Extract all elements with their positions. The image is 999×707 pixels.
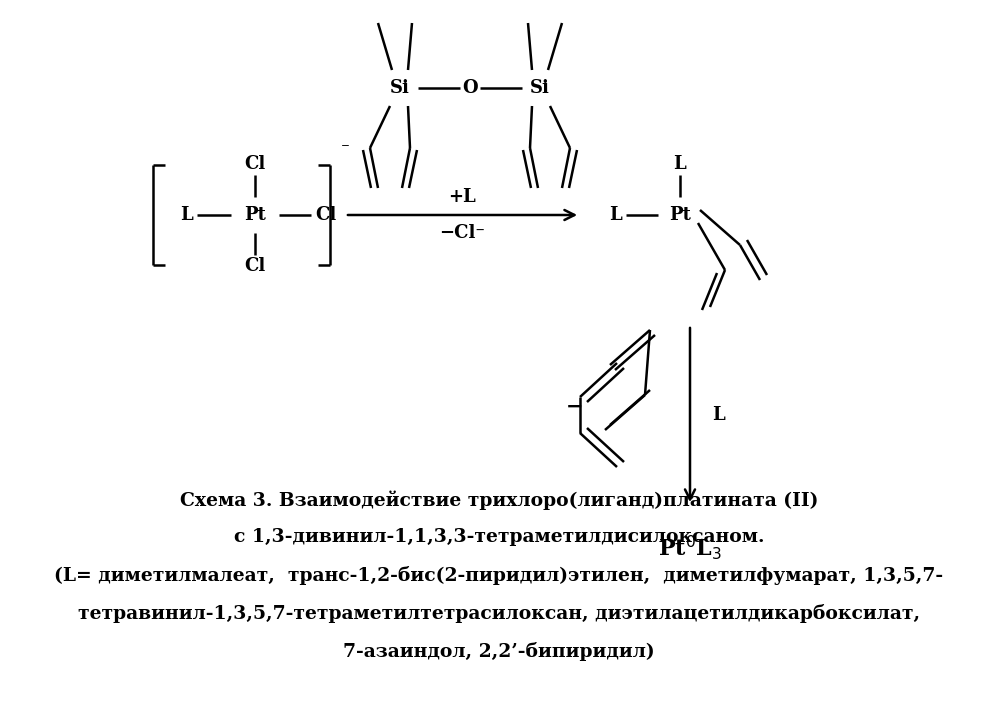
Text: L: L xyxy=(712,406,724,424)
Text: 7-азаиндол, 2,2’-бипиридил): 7-азаиндол, 2,2’-бипиридил) xyxy=(344,642,654,661)
Text: Pt: Pt xyxy=(244,206,266,224)
Text: Pt$^0$L$_3$: Pt$^0$L$_3$ xyxy=(658,533,722,562)
Text: Cl: Cl xyxy=(245,257,266,275)
Text: (L= диметилмалеат,  транс-1,2-бис(2-пиридил)этилен,  диметилфумарат, 1,3,5,7-: (L= диметилмалеат, транс-1,2-бис(2-пирид… xyxy=(54,566,944,585)
Text: Pt: Pt xyxy=(669,206,691,224)
Text: $^-$: $^-$ xyxy=(338,143,350,157)
Text: Si: Si xyxy=(530,79,549,97)
Text: Cl: Cl xyxy=(315,206,337,224)
Text: +L: +L xyxy=(449,188,476,206)
Text: L: L xyxy=(609,206,622,224)
Text: Cl: Cl xyxy=(245,155,266,173)
Text: тетравинил-1,3,5,7-тетраметилтетрасилоксан, диэтилацетилдикарбоксилат,: тетравинил-1,3,5,7-тетраметилтетрасилокс… xyxy=(78,604,920,623)
Text: с 1,3-дивинил-1,1,3,3-тетраметилдисилоксаном.: с 1,3-дивинил-1,1,3,3-тетраметилдисилокс… xyxy=(234,528,764,546)
Text: L: L xyxy=(673,155,686,173)
Text: −: − xyxy=(566,397,583,417)
Text: Si: Si xyxy=(390,79,410,97)
Text: Схема 3. Взаимодействие трихлоро(лиганд)платината (II): Схема 3. Взаимодействие трихлоро(лиганд)… xyxy=(180,490,818,510)
Text: L: L xyxy=(180,206,193,224)
Text: O: O xyxy=(463,79,478,97)
Text: −Cl⁻: −Cl⁻ xyxy=(439,224,485,242)
